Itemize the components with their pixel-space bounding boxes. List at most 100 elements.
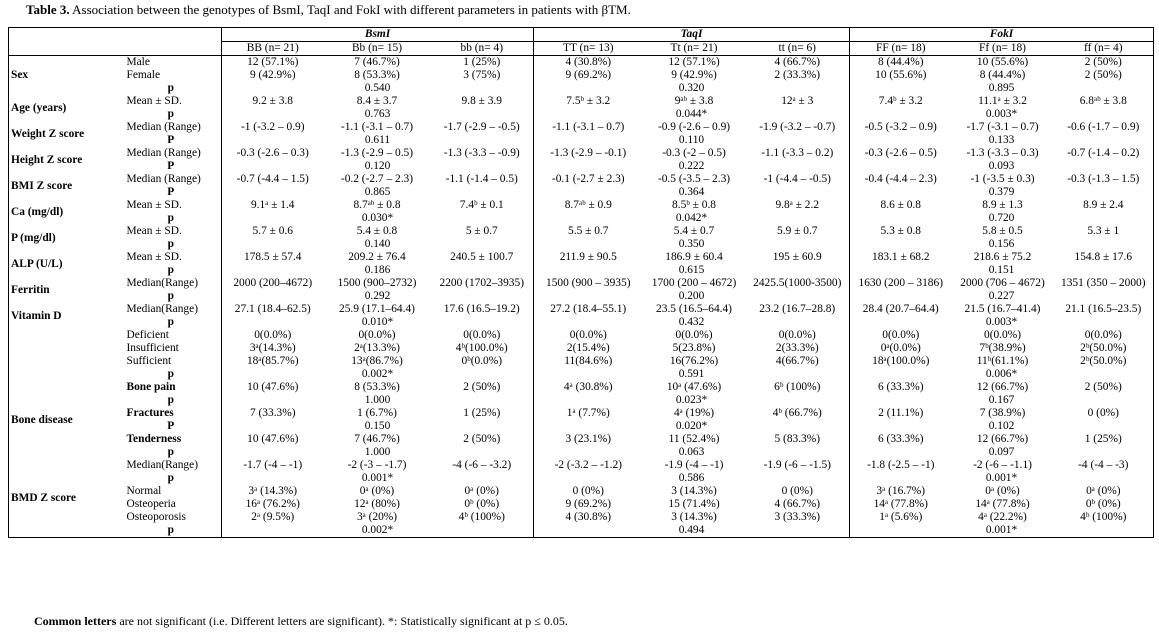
p-value: 1.000 xyxy=(220,446,534,459)
value-cell: 11ᵇ(61.1%) xyxy=(976,355,1029,367)
p-value: 0.865 xyxy=(220,186,534,199)
value-cell: 4ᵃ (30.8%) xyxy=(533,381,643,394)
row-label: Median (Range) xyxy=(126,173,201,185)
value-cell: 2425.5(1000-3500) xyxy=(753,277,842,289)
row-label: Male xyxy=(126,56,150,68)
value-cell: -0.6 (-1.7 – 0.9) xyxy=(1067,121,1140,133)
value-cell: 0(0.0%) xyxy=(675,329,713,341)
value-cell: 7 (46.7%) xyxy=(354,56,400,68)
table-row: Fractures 7 (33.3%) 1 (6.7%) 1 (25%) 1ᵃ (7.7… xyxy=(9,407,1154,420)
value-cell: 2 (50%) xyxy=(463,381,501,393)
column-header: Ff (n= 18) xyxy=(951,41,1054,56)
value-cell: 16(76.2%) xyxy=(669,355,719,367)
value-cell: 178.5 ± 57.4 xyxy=(221,251,324,264)
table-row: BMI Z score Median (Range) -0.7 (-4.4 – 1.… xyxy=(9,173,1154,192)
p-label: P xyxy=(167,420,175,432)
p-label: p xyxy=(167,108,174,120)
value-cell: -0.3 (-2.6 – 0.5) xyxy=(849,147,952,160)
value-cell: 12 (57.1%) xyxy=(668,56,720,68)
row-label: Median(Range) xyxy=(126,459,198,471)
association-table: BsmI TaqI FokI BB (n= 21) Bb (n= 15) bb … xyxy=(8,27,1155,538)
value-cell: 1500 (900–2732) xyxy=(337,277,417,289)
value-cell: 0(0.0%) xyxy=(778,329,816,341)
value-cell: 7.5ᵇ ± 3.2 xyxy=(533,95,643,108)
value-cell: 27.2 (18.4–55.1) xyxy=(533,303,643,316)
p-value: 0.350 xyxy=(533,238,850,251)
value-cell: 3ᵃ (16.7%) xyxy=(849,485,952,498)
value-cell: 1500 (900 – 3935) xyxy=(533,277,643,290)
row-label: Bone pain xyxy=(126,381,176,393)
table-row: P (mg/dl) Mean ± SD. 5.7 ± 0.6 5.4 ± 0.8 5 ±… xyxy=(9,225,1154,244)
p-value: 0.611 xyxy=(220,134,534,147)
value-cell: 2 (50%) xyxy=(1084,69,1122,81)
p-value: 0.133 xyxy=(849,134,1154,147)
value-cell: -2 (-3.2 – -1.2) xyxy=(533,459,643,472)
value-cell: 2 (33.3%) xyxy=(774,69,821,81)
row-label: Mean ± SD. xyxy=(126,199,182,211)
p-value: 0.030* xyxy=(220,212,534,225)
value-cell: 8 (53.3%) xyxy=(354,381,400,393)
value-cell: 9.8ᵃ ± 2.2 xyxy=(775,199,820,211)
value-cell: 0(0.0%) xyxy=(533,329,643,342)
value-cell: -0.5 (-3.5 – 2.3) xyxy=(657,173,731,185)
value-cell: 11 (52.4%) xyxy=(668,433,720,445)
value-cell: 12ᵃ ± 3 xyxy=(781,95,814,107)
value-cell: 6.8ᵃᵇ ± 3.8 xyxy=(1079,95,1127,107)
table-row: Osteoperia 16ᵃ (76.2%) 12ᵃ (80%) 0ᵇ (0%) 9 (… xyxy=(9,498,1154,511)
value-cell: 1 (25%) xyxy=(463,407,501,419)
category-label: P (mg/dl) xyxy=(11,231,56,244)
value-cell: 2000 (706 – 4672) xyxy=(960,277,1045,289)
row-label: Median(Range) xyxy=(126,303,198,315)
value-cell: 1ᵃ (7.7%) xyxy=(533,407,643,420)
value-cell: 0ᵃ (0%) xyxy=(464,485,499,497)
value-cell: -0.9 (-2.6 – 0.9) xyxy=(657,121,731,133)
p-value: 0.120 xyxy=(220,160,534,173)
value-cell: 3ᵃ (20%) xyxy=(356,511,398,523)
value-cell: 10 (55.6%) xyxy=(976,56,1029,68)
category-label: Bone disease xyxy=(11,413,73,426)
row-label: Median (Range) xyxy=(126,147,201,159)
group-header-foki: FokI xyxy=(849,27,1154,42)
p-label: p xyxy=(167,446,174,458)
table-row: Tenderness 10 (47.6%) 7 (46.7%) 2 (50%) 3 (2… xyxy=(9,433,1154,446)
value-cell: 4 (66.7%) xyxy=(774,56,821,68)
value-cell: 0(0.0%) xyxy=(358,329,396,341)
category-label xyxy=(9,329,121,381)
value-cell: 23.5 (16.5–64.4) xyxy=(656,303,732,315)
value-cell: 2000 (200–4672) xyxy=(221,277,324,290)
value-cell: 3ᵃ(14.3%) xyxy=(221,342,324,355)
category-label: Ca (mg/dl) xyxy=(11,205,64,218)
column-header: FF (n= 18) xyxy=(849,41,952,56)
value-cell: 12 (66.7%) xyxy=(976,381,1029,393)
category-label: Weight Z score xyxy=(11,127,85,140)
column-header: Tt (n= 21) xyxy=(642,41,746,56)
value-cell: 3 (75%) xyxy=(463,69,501,81)
value-cell: 0ᵃ (0%) xyxy=(1086,485,1121,497)
value-cell: 5.9 ± 0.7 xyxy=(777,225,818,237)
value-cell: 195 ± 60.9 xyxy=(772,251,822,263)
p-value: 0.292 xyxy=(220,290,534,303)
value-cell: 4ᵇ(100.0%) xyxy=(455,342,508,354)
value-cell: -4 (-4 – -3) xyxy=(1078,459,1129,471)
value-cell: 9.8 ± 3.9 xyxy=(461,95,502,107)
value-cell: 7 (46.7%) xyxy=(354,433,400,445)
value-cell: 12ᵃ (80%) xyxy=(354,498,400,510)
row-label: Sufficient xyxy=(126,355,172,367)
value-cell: 2(33.3%) xyxy=(775,342,819,354)
value-cell: 15 (71.4%) xyxy=(668,498,720,510)
p-value: 0.227 xyxy=(849,290,1154,303)
value-cell: 6 (33.3%) xyxy=(849,433,952,446)
p-value-row: p 0.001* 0.586 0.001* xyxy=(9,472,1154,485)
table-caption: Table 3. Association between the genotyp… xyxy=(26,2,631,18)
column-header: Bb (n= 15) xyxy=(323,41,431,56)
value-cell: 1ᵃ (5.6%) xyxy=(849,511,952,524)
value-cell: 5 (83.3%) xyxy=(774,433,821,445)
value-cell: 11(84.6%) xyxy=(533,355,643,368)
table-number: Table 3. xyxy=(26,2,70,17)
value-cell: 0ᵃ(0.0%) xyxy=(849,342,952,355)
value-cell: 5.3 ± 0.8 xyxy=(849,225,952,238)
value-cell: 9.2 ± 3.8 xyxy=(221,95,324,108)
value-cell: -2 (-3 – -1.7) xyxy=(347,459,407,471)
table-title: Association between the genotypes of Bsm… xyxy=(72,2,631,17)
value-cell: 3 (14.3%) xyxy=(671,511,717,523)
